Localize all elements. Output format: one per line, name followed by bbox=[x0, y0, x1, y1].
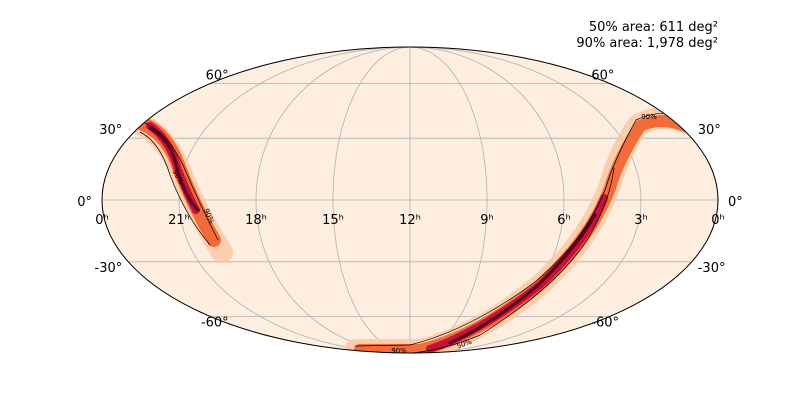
dec-label: -30° bbox=[95, 261, 123, 276]
ra-label: 3ʰ bbox=[634, 213, 648, 228]
dec-label: 60° bbox=[206, 68, 229, 83]
ra-label: 15ʰ bbox=[322, 213, 344, 228]
ra-label: 21ʰ bbox=[168, 213, 190, 228]
dec-label: -60° bbox=[201, 316, 229, 331]
ra-label: 0ʰ bbox=[711, 213, 725, 228]
ra-label: 12ʰ bbox=[399, 213, 421, 228]
ra-label: 9ʰ bbox=[480, 213, 494, 228]
dec-label: -30° bbox=[698, 261, 726, 276]
probability-map bbox=[129, 107, 701, 353]
contour-label: 90% bbox=[641, 113, 657, 121]
dec-label: 30° bbox=[698, 123, 721, 138]
dec-label: 60° bbox=[591, 68, 614, 83]
dec-label: 30° bbox=[99, 123, 122, 138]
ra-label: 0ʰ bbox=[95, 213, 109, 228]
contour-label: 90% bbox=[391, 347, 407, 355]
area-annotation: 90% area: 1,978 deg² bbox=[576, 36, 718, 51]
dec-label: 0° bbox=[77, 195, 92, 210]
dec-label: -60° bbox=[591, 316, 619, 331]
dec-label: 0° bbox=[728, 195, 743, 210]
ra-label: 18ʰ bbox=[245, 213, 267, 228]
ra-label: 6ʰ bbox=[557, 213, 571, 228]
sky-outline bbox=[101, 46, 719, 354]
area-annotation: 50% area: 611 deg² bbox=[589, 20, 718, 35]
